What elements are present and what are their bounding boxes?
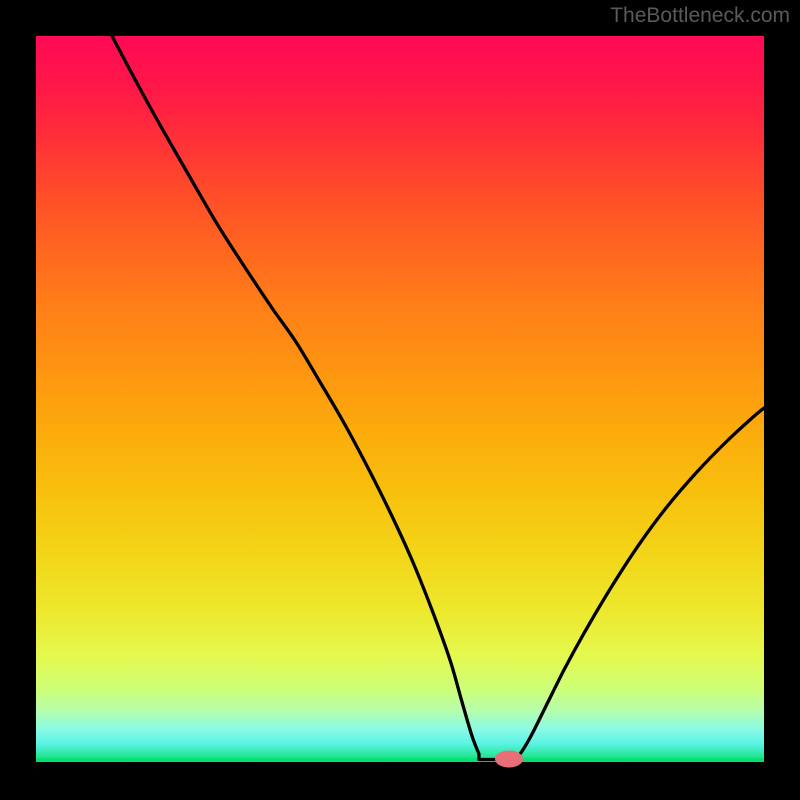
watermark-text: TheBottleneck.com [610,4,790,28]
minimum-marker [495,751,523,768]
heat-gradient-area [36,36,764,762]
baseline-strip [36,758,764,762]
bottleneck-chart [0,0,800,800]
